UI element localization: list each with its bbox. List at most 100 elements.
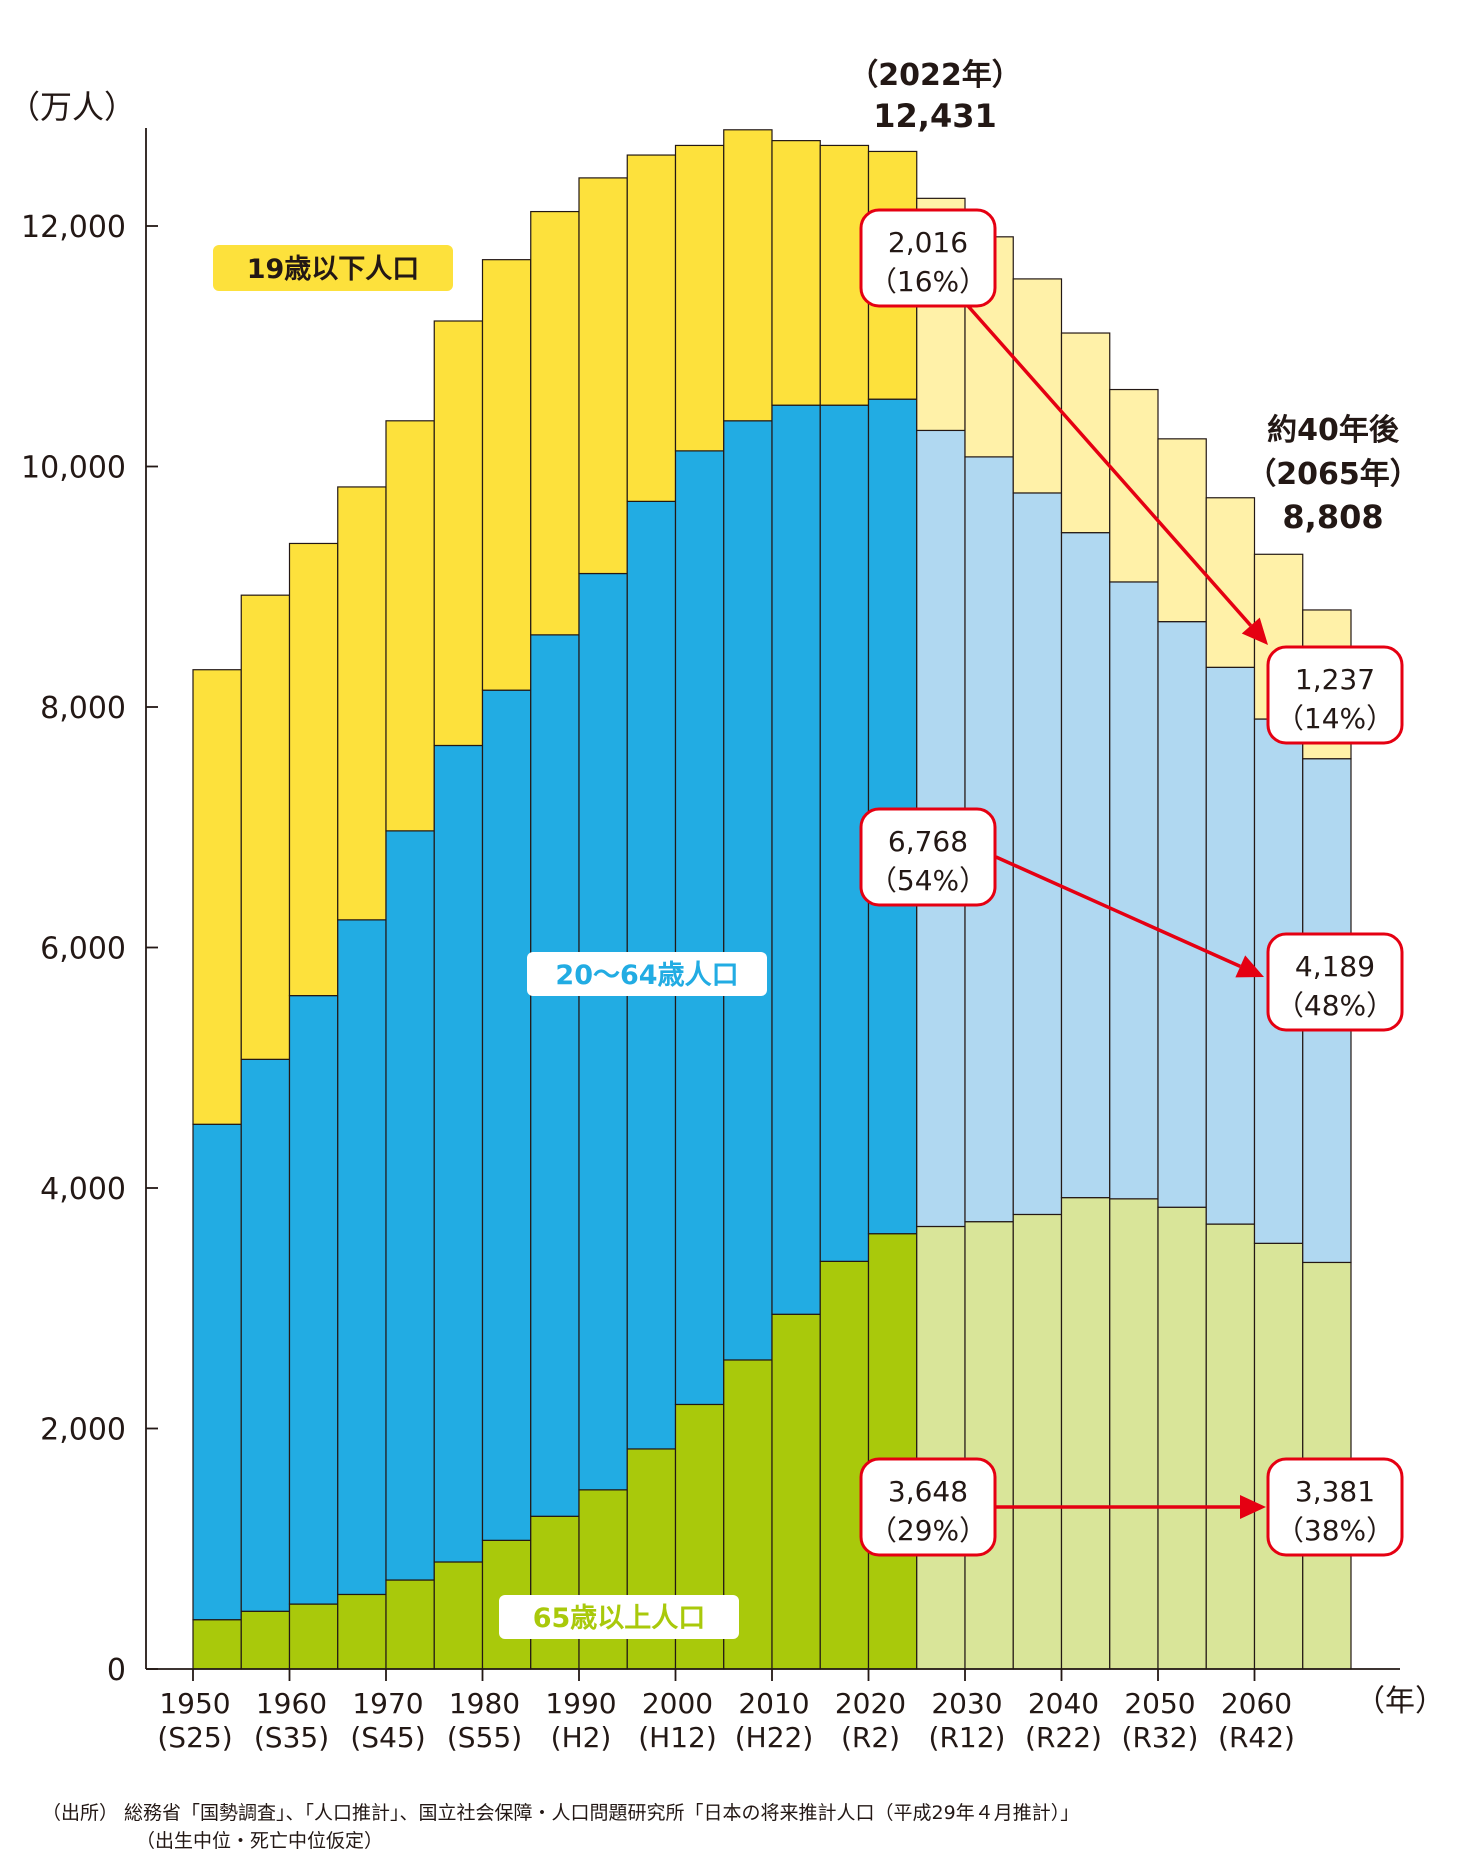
- arrow-age20-64-head: [1235, 955, 1264, 978]
- bar-segment-under19-1990: [578, 177, 628, 575]
- bar-segment-age20-64-1990: [578, 572, 628, 1491]
- x-tick-era-label: (S55): [447, 1721, 522, 1754]
- label-age20-64-bg: [527, 952, 767, 996]
- bar-segment-over65-2025: [916, 1225, 966, 1670]
- x-tick-era-label: (R22): [1025, 1721, 1102, 1754]
- bar-segment-over65-1970: [385, 1579, 435, 1670]
- x-tick-label: 1990: [545, 1687, 616, 1720]
- bar-segment-age20-64-2050: [1157, 621, 1207, 1208]
- bar-segment-age20-64-1955: [240, 1058, 291, 1612]
- label-under19: 19歳以下人口: [247, 254, 420, 285]
- bar-segment-under19-1950: [192, 669, 242, 1125]
- x-tick-era-label: (R32): [1122, 1721, 1199, 1754]
- bar-segment-age20-64-2035: [1012, 492, 1063, 1216]
- x-tick-label: 1980: [449, 1687, 520, 1720]
- bar-segment-under19-2045: [1109, 388, 1159, 583]
- arrow-under19-shaft: [966, 304, 1253, 627]
- bar-segment-over65-2055: [1205, 1223, 1256, 1670]
- x-tick-era-label: (S45): [350, 1721, 425, 1754]
- bar-segment-under19-1975: [433, 320, 484, 747]
- y-tick-label: 12,000: [21, 210, 126, 245]
- y-tick-label: 10,000: [21, 451, 126, 486]
- bar-segment-over65-1965: [337, 1593, 387, 1670]
- callout-under19-2022-box: [859, 208, 997, 308]
- bar-segment-under19-2040: [1060, 332, 1111, 534]
- bar-segment-over65-1955: [240, 1610, 291, 1670]
- bar-segment-under19-2005: [723, 129, 773, 422]
- bar-segment-over65-1960: [288, 1603, 339, 1670]
- source-note: （出所） 総務省「国勢調査」、「人口推計」、国立社会保障・人口問題研究所「日本の…: [42, 1802, 1080, 1824]
- bar-segment-age20-64-1985: [530, 634, 580, 1517]
- callout-under19-2065-percent: （14%）: [1276, 702, 1394, 735]
- x-tick-label: 1970: [352, 1687, 423, 1720]
- x-tick-label: 2010: [738, 1687, 809, 1720]
- bar-segment-age20-64-2040: [1060, 532, 1111, 1199]
- x-tick-era-label: (S25): [157, 1721, 232, 1754]
- arrow-over65-head: [1240, 1495, 1266, 1519]
- bar-segment-age20-64-1965: [337, 919, 387, 1596]
- bar-segment-over65-2035: [1012, 1213, 1063, 1670]
- callout-under19-2022-value: 2,016: [888, 226, 968, 259]
- bar-segment-age20-64-1960: [288, 994, 339, 1605]
- bar-segment-age20-64-1975: [433, 744, 484, 1563]
- bar-segment-over65-2030: [964, 1221, 1014, 1670]
- y-tick-label: 8,000: [40, 691, 126, 726]
- annotation-2022-year: （2022年）: [848, 58, 1022, 93]
- bar-segment-age20-64-1950: [192, 1123, 242, 1621]
- callout-age20-64-2065-value: 4,189: [1295, 950, 1375, 983]
- x-tick-label: 2030: [931, 1687, 1002, 1720]
- callout-over65-2065-percent: （38%）: [1276, 1514, 1394, 1547]
- callout-age20-64-2065-percent: （48%）: [1276, 989, 1394, 1022]
- callout-under19-2065-box: [1266, 645, 1404, 745]
- bar-segment-over65-2060: [1253, 1242, 1304, 1670]
- bar-segment-over65-2040: [1060, 1197, 1111, 1670]
- y-tick-label: 2,000: [40, 1413, 126, 1448]
- label-over65: 65歳以上人口: [533, 1603, 706, 1634]
- bar-segment-under19-2035: [1012, 278, 1063, 494]
- callout-age20-64-2065-box: [1266, 932, 1404, 1032]
- x-tick-label: 2020: [835, 1687, 906, 1720]
- bar-segment-under19-1995: [626, 154, 677, 502]
- x-tick-label: 1950: [159, 1687, 230, 1720]
- callout-over65-2022-value: 3,648: [888, 1475, 968, 1508]
- y-unit-label: （万人）: [8, 88, 136, 126]
- x-tick-era-label: (S35): [254, 1721, 329, 1754]
- x-tick-era-label: (R42): [1218, 1721, 1295, 1754]
- bar-segment-under19-1980: [481, 259, 532, 691]
- bar-segment-age20-64-1970: [385, 830, 435, 1581]
- x-tick-label: 2060: [1221, 1687, 1292, 1720]
- bar-segment-under19-1955: [240, 594, 291, 1060]
- bar-segment-over65-1990: [578, 1489, 628, 1670]
- callout-age20-64-2022-value: 6,768: [888, 825, 968, 858]
- x-tick-label: 2000: [642, 1687, 713, 1720]
- x-tick-era-label: (R12): [929, 1721, 1006, 1754]
- callout-over65-2065-value: 3,381: [1295, 1475, 1375, 1508]
- bar-segment-over65-2010: [771, 1313, 821, 1670]
- bar-segment-over65-1950: [192, 1619, 242, 1670]
- x-tick-era-label: (H22): [735, 1721, 814, 1754]
- bar-segment-over65-2045: [1109, 1198, 1159, 1670]
- y-tick-label: 4,000: [40, 1172, 126, 1207]
- bar-segment-over65-1985: [530, 1515, 580, 1670]
- source-note-assumption: （出生中位・死亡中位仮定）: [136, 1830, 384, 1852]
- y-tick-label: 0: [107, 1653, 126, 1688]
- x-tick-label: 2050: [1124, 1687, 1195, 1720]
- annotation-2022-total: 12,431: [873, 97, 996, 135]
- x-tick-label: 2040: [1028, 1687, 1099, 1720]
- callout-over65-2022-percent: （29%）: [869, 1514, 987, 1547]
- bar-segment-age20-64-2000: [674, 450, 725, 1406]
- bar-segment-age20-64-2055: [1205, 666, 1256, 1225]
- bar-segment-age20-64-2010: [771, 404, 821, 1315]
- bar-segment-under19-2000: [674, 144, 725, 452]
- bar-segment-under19-2010: [771, 140, 821, 406]
- bar-segment-under19-1965: [337, 486, 387, 921]
- arrow-age20-64-shaft: [995, 855, 1241, 968]
- bar-segment-over65-2015: [819, 1260, 870, 1670]
- bar-segment-over65-1975: [433, 1561, 484, 1670]
- x-unit-label: （年）: [1355, 1684, 1445, 1719]
- callout-age20-64-2022-percent: （54%）: [869, 864, 987, 897]
- bar-segment-age20-64-2045: [1109, 581, 1159, 1200]
- label-over65-bg: [499, 1595, 739, 1639]
